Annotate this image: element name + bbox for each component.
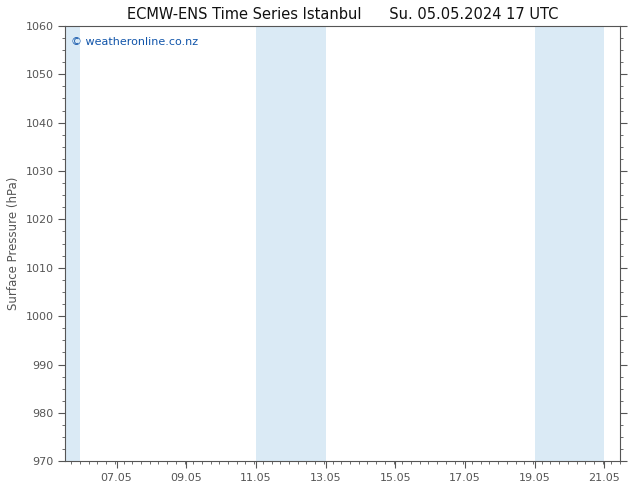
- Bar: [65, 26, 80, 461]
- Y-axis label: Surface Pressure (hPa): Surface Pressure (hPa): [7, 177, 20, 310]
- Title: ECMW-ENS Time Series Istanbul      Su. 05.05.2024 17 UTC: ECMW-ENS Time Series Istanbul Su. 05.05.…: [127, 7, 559, 22]
- Text: © weatheronline.co.nz: © weatheronline.co.nz: [71, 37, 198, 47]
- Bar: [256, 26, 326, 461]
- Bar: [534, 26, 604, 461]
